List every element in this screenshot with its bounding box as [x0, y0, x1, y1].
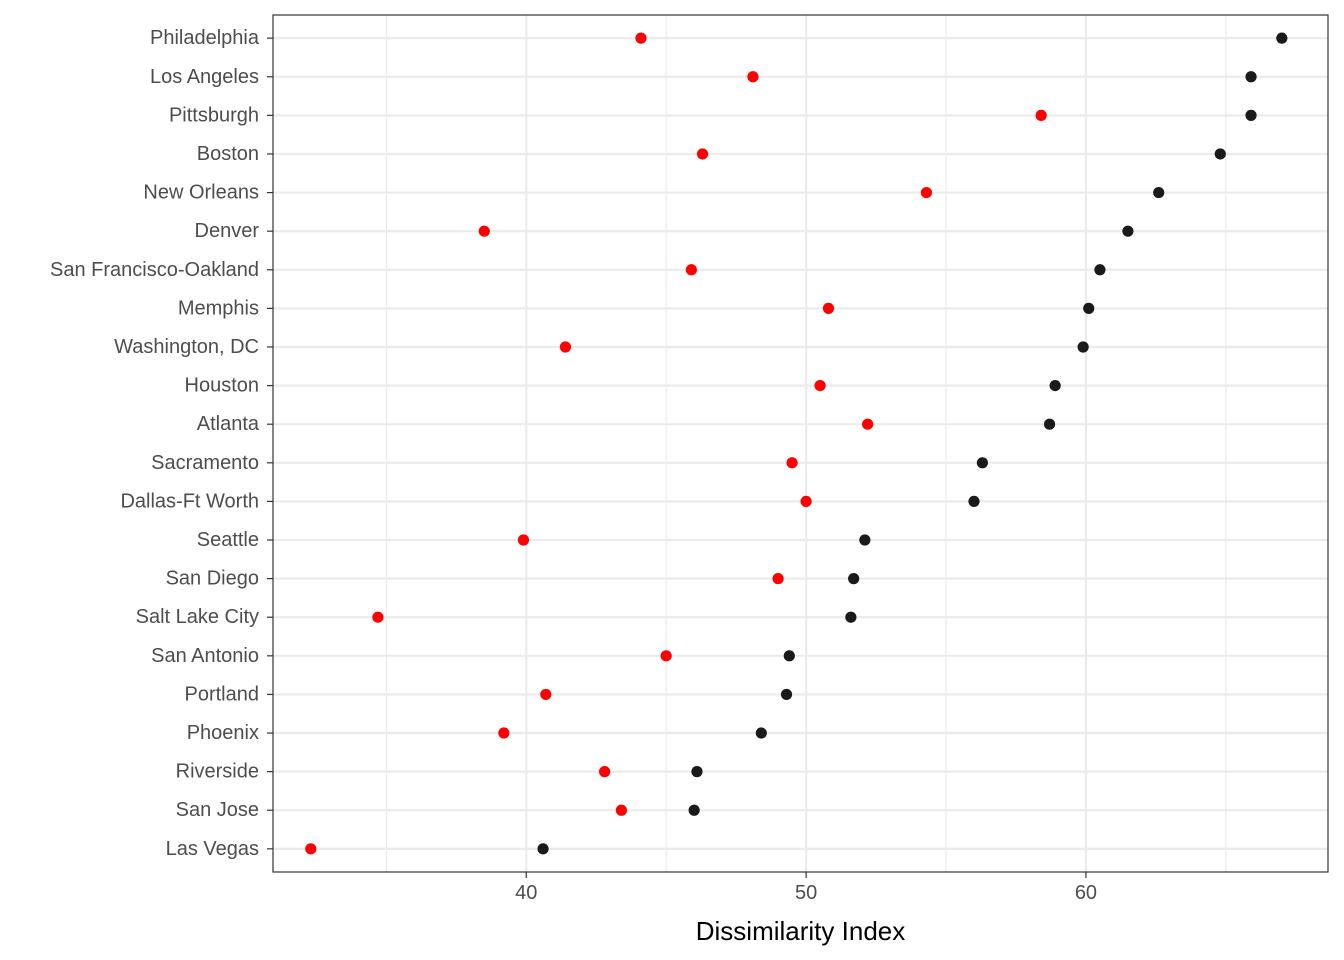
point-dark — [780, 688, 793, 701]
point-red — [599, 766, 611, 778]
point-dark — [537, 843, 549, 855]
point-dark — [1077, 341, 1089, 353]
major-gridlines — [273, 15, 1328, 872]
point-dark — [968, 495, 980, 508]
point-dark — [1276, 32, 1288, 44]
y-tick-label: Portland — [185, 683, 260, 705]
x-axis-title: Dissimilarity Index — [696, 916, 906, 946]
point-red — [498, 727, 510, 739]
point-red — [517, 534, 530, 546]
y-tick-label: Dallas-Ft Worth — [120, 490, 259, 512]
point-red — [372, 611, 384, 623]
point-red — [862, 418, 874, 430]
y-tick-label: Sacramento — [151, 452, 259, 474]
point-red — [559, 341, 572, 353]
point-dark — [1043, 418, 1056, 430]
point-dark — [783, 650, 795, 662]
x-tick-label: 50 — [795, 882, 817, 904]
y-tick-label: Denver — [195, 220, 260, 242]
point-dark — [1245, 71, 1257, 83]
point-dark — [1083, 302, 1095, 314]
point-dark — [845, 611, 857, 623]
point-red — [786, 457, 798, 469]
y-tick-label: Salt Lake City — [136, 606, 259, 628]
point-red — [920, 186, 933, 199]
minor-gridlines — [385, 15, 1227, 872]
x-axis: 40 50 60 — [515, 872, 1097, 904]
point-dark — [1094, 264, 1106, 276]
y-tick-label: Riverside — [176, 761, 259, 783]
y-tick-label: Phoenix — [187, 722, 259, 744]
y-tick-label: San Jose — [176, 799, 259, 821]
point-red — [814, 379, 826, 392]
y-tick-label: Boston — [197, 143, 259, 165]
y-tick-label: Las Vegas — [166, 838, 259, 860]
panel-border — [272, 14, 1329, 873]
panel-background — [273, 15, 1328, 872]
x-tick-label: 40 — [515, 882, 537, 904]
point-red — [540, 688, 552, 701]
y-axis: Philadelphia Los Angeles Pittsburgh Boston N… — [50, 27, 273, 860]
x-tick-label: 60 — [1075, 882, 1097, 904]
point-red — [615, 804, 628, 816]
y-tick-label: San Diego — [166, 568, 259, 590]
point-dark — [1049, 379, 1061, 392]
y-tick-label: San Antonio — [151, 645, 259, 667]
y-tick-label: Atlanta — [197, 413, 260, 435]
point-dark — [1153, 186, 1165, 199]
point-red — [635, 32, 647, 44]
point-dark — [859, 534, 871, 546]
point-dark — [755, 727, 767, 739]
point-dark — [1214, 148, 1226, 160]
point-dark — [1245, 109, 1257, 121]
y-tick-label: New Orleans — [143, 182, 259, 204]
point-dark — [688, 804, 700, 816]
y-tick-label: Seattle — [197, 529, 259, 551]
point-red — [1035, 109, 1047, 121]
data-points — [305, 32, 1288, 855]
y-tick-label: Memphis — [178, 297, 259, 319]
y-tick-label: Houston — [185, 375, 260, 397]
y-tick-label: Philadelphia — [150, 27, 260, 49]
point-red — [772, 573, 784, 585]
y-tick-label: Los Angeles — [150, 66, 259, 88]
point-red — [685, 264, 697, 276]
point-red — [696, 148, 709, 160]
point-dark — [848, 573, 860, 585]
point-red — [747, 71, 759, 83]
y-tick-label: Pittsburgh — [169, 104, 259, 126]
y-tick-label: San Francisco-Oakland — [50, 259, 259, 281]
point-dark — [1122, 225, 1134, 237]
point-red — [478, 225, 490, 237]
point-red — [660, 650, 672, 662]
y-tick-label: Washington, DC — [114, 336, 259, 358]
point-red — [822, 302, 835, 314]
point-dark — [976, 457, 988, 469]
point-red — [305, 843, 317, 855]
point-red — [800, 495, 812, 508]
point-dark — [691, 766, 703, 778]
